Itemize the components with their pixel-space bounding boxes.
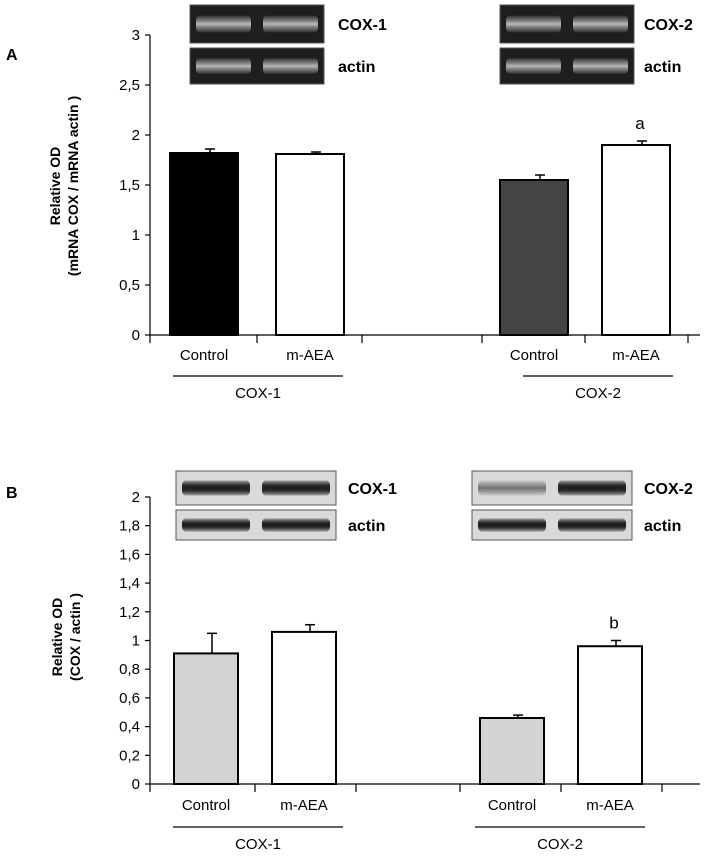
- panel-b-significance-label: b: [609, 614, 618, 633]
- panel-a-y-tick-label: 1,5: [119, 177, 140, 194]
- panel-a-blot-actin-label: actin: [338, 59, 375, 76]
- panel-a-blot-band: [263, 15, 318, 33]
- panel-b-y-tick-label: 2: [132, 489, 140, 506]
- panel-b-category-label: m-AEA: [280, 797, 328, 814]
- panel-b-blot-band: [182, 480, 250, 496]
- panel-b-blot-label: COX-2: [644, 481, 693, 498]
- panel-b-y-tick-label: 0,6: [119, 690, 140, 707]
- panel-b-y-tick-label: 0,8: [119, 661, 140, 678]
- panel-b-y-tick-label: 1,2: [119, 604, 140, 621]
- panel-a-group-label: COX-2: [575, 385, 621, 402]
- panel-a-blot-actin-band: [196, 58, 251, 74]
- panel-b-bar-cox-1-m-aea: [271, 630, 337, 786]
- panel-b-blot-actin-band: [558, 518, 626, 532]
- panel-a-bar-cox-2-m-aea: [601, 144, 671, 336]
- panel-b-blot-actin-label: actin: [348, 518, 385, 535]
- panel-a-letter: A: [6, 47, 18, 64]
- panel-a-y-tick-label: 3: [132, 27, 140, 44]
- panel-b-y-tick-label: 0: [132, 776, 140, 793]
- panel-b-blot-actin-band: [478, 518, 546, 532]
- panel-a-blot-band: [573, 15, 628, 33]
- panel-a-blot-band: [196, 15, 251, 33]
- panel-a-significance-label: a: [635, 114, 645, 133]
- panel-b-group-label: COX-1: [235, 836, 281, 853]
- panel-a-y-tick-label: 0: [132, 327, 140, 344]
- panel-a-ylabel-line2: (mRNA COX / mRNA actin ): [65, 96, 81, 276]
- panel-b-bar-cox-2-m-aea: [577, 645, 643, 785]
- panel-b-y-tick-label: 1,8: [119, 518, 140, 535]
- panel-b-category-label: m-AEA: [586, 797, 634, 814]
- panel-a-category-label: Control: [180, 347, 228, 364]
- panel-a-ylabel-line1: Relative OD: [47, 147, 63, 226]
- panel-a-blot-actin-band: [263, 58, 318, 74]
- panel-b-bar-cox-2-control: [479, 716, 545, 785]
- panel-b-blot-actin-band: [182, 518, 250, 532]
- panel-b-blot-band: [478, 480, 546, 496]
- panel-b-ylabel-line2: (COX / actin ): [67, 593, 83, 681]
- panel-a-blot-band: [506, 15, 561, 33]
- panel-b-y-tick-label: 1: [132, 633, 140, 650]
- panel-a-category-label: m-AEA: [286, 347, 334, 364]
- panel-a-group-label: COX-1: [235, 385, 281, 402]
- panel-b-blot-actin-band: [262, 518, 330, 532]
- panel-a-bar-cox-1-control: [169, 152, 239, 336]
- panel-a-y-tick-label: 2,5: [119, 77, 140, 94]
- panel-b-group-label: COX-2: [537, 836, 583, 853]
- panel-a-y-tick-label: 2: [132, 127, 140, 144]
- panel-b-blot-label: COX-1: [348, 481, 397, 498]
- panel-a-category-label: Control: [510, 347, 558, 364]
- panel-a-blot-label: COX-1: [338, 17, 387, 34]
- panel-a-category-label: m-AEA: [612, 347, 660, 364]
- panel-b-y-tick-label: 0,2: [119, 747, 140, 764]
- panel-a-bar-cox-1-m-aea: [275, 153, 345, 336]
- panel-a-blot-label: COX-2: [644, 17, 693, 34]
- panel-b-category-label: Control: [488, 797, 536, 814]
- panel-b-y-tick-label: 1,4: [119, 575, 140, 592]
- panel-b-bar-cox-1-control: [173, 652, 239, 785]
- panel-a-blot-actin-band: [573, 58, 628, 74]
- panel-b-letter: B: [6, 485, 18, 502]
- panel-a-bar-cox-2-control: [499, 179, 569, 336]
- panel-a-blot-actin-band: [506, 58, 561, 74]
- panel-a-blot-actin-label: actin: [644, 59, 681, 76]
- panel-b-blot-band: [262, 480, 330, 496]
- panel-b-y-tick-label: 0,4: [119, 719, 140, 736]
- panel-b-category-label: Control: [182, 797, 230, 814]
- panel-b-y-tick-label: 1,6: [119, 546, 140, 563]
- panel-a-y-tick-label: 0,5: [119, 277, 140, 294]
- panel-a-y-tick-label: 1: [132, 227, 140, 244]
- panel-b-blot-band: [558, 480, 626, 496]
- panel-b-blot-actin-label: actin: [644, 518, 681, 535]
- panel-b-ylabel-line1: Relative OD: [49, 598, 65, 677]
